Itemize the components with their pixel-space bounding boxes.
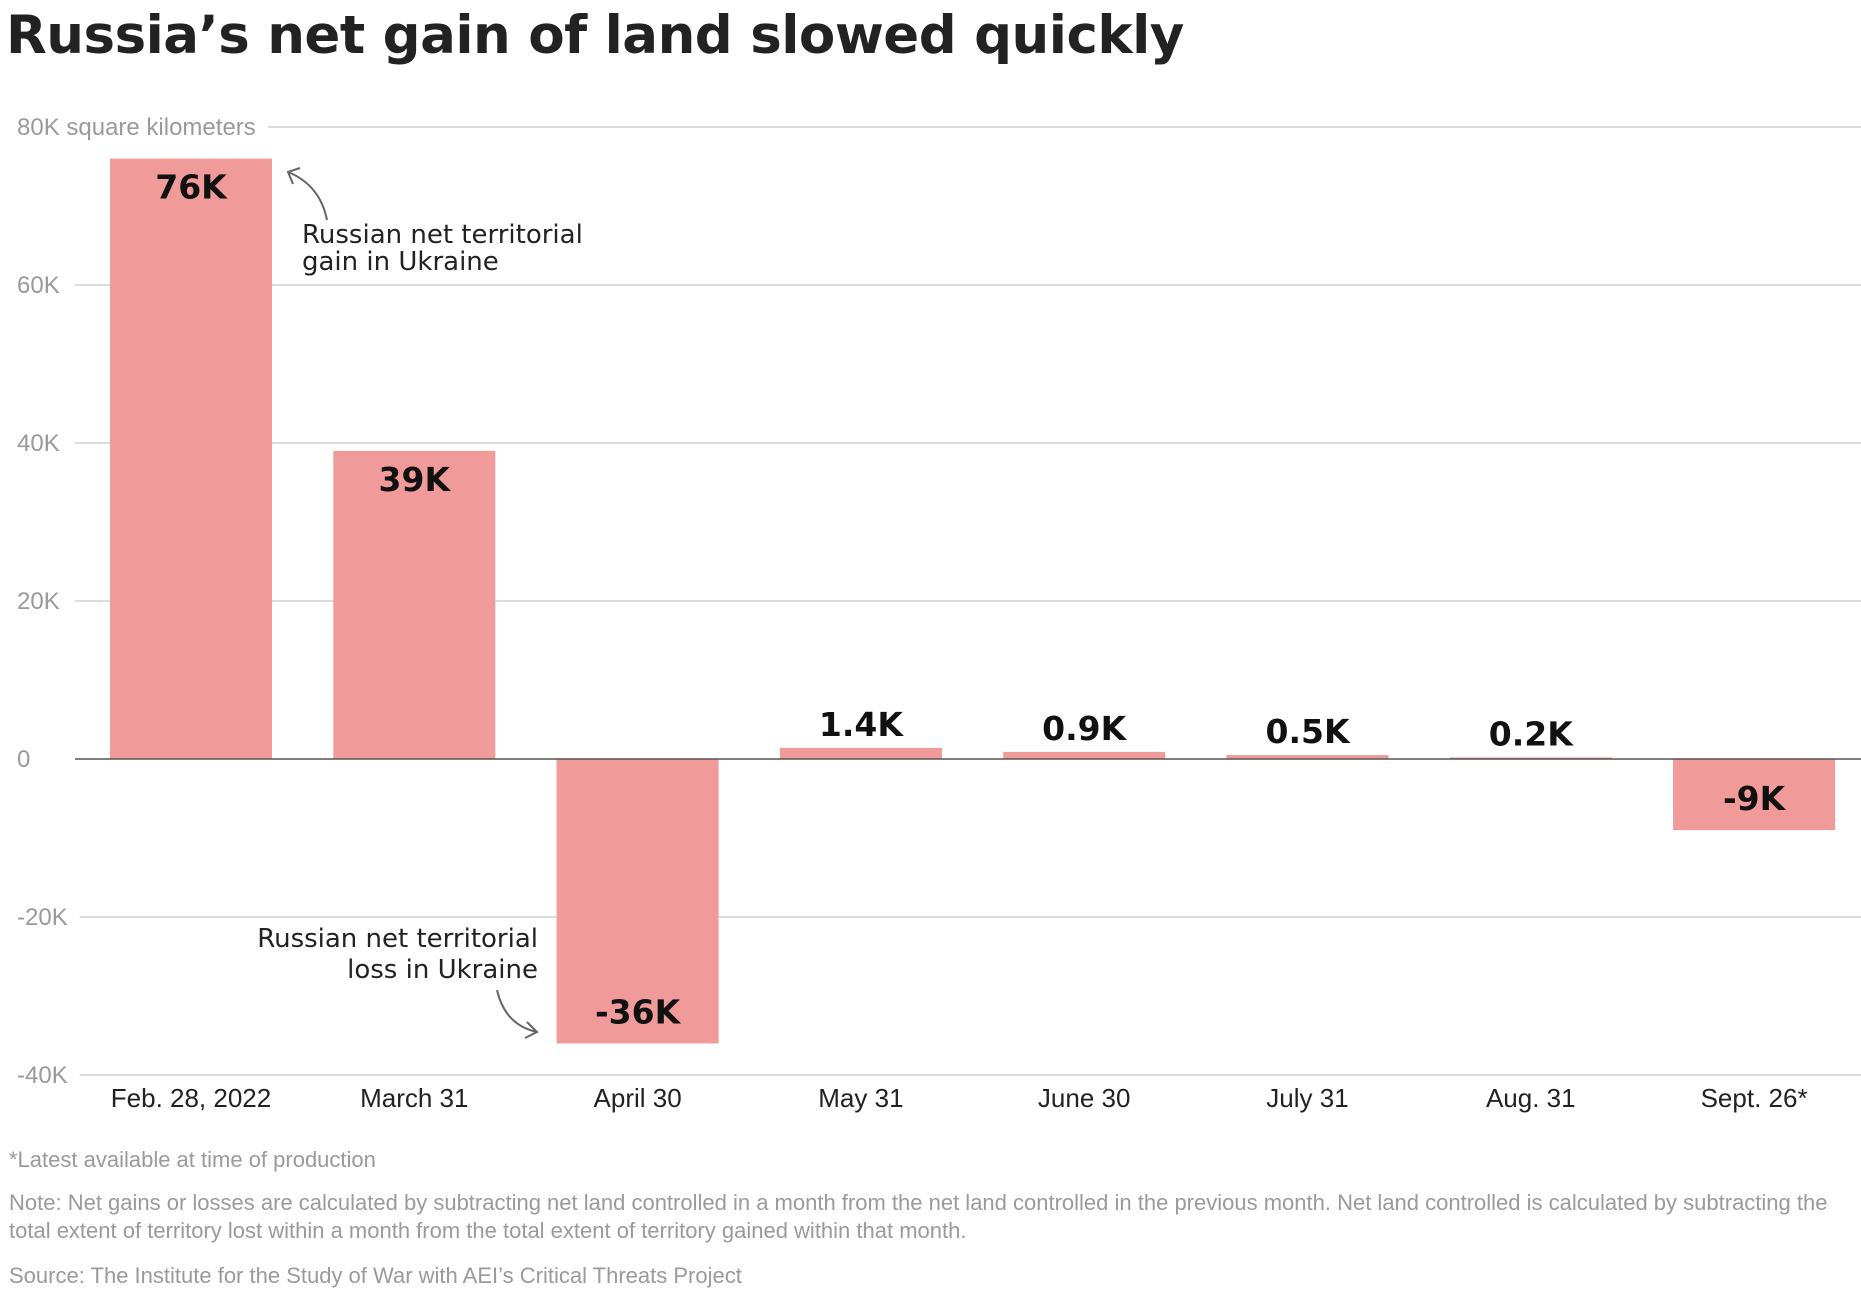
bar [1003,751,1166,759]
footnote-note: Note: Net gains or losses are calculated… [9,1190,1828,1243]
x-tick-label: May 31 [818,1083,903,1113]
x-tick-label: June 30 [1038,1083,1131,1113]
bar-value-label: 0.5K [1265,712,1350,751]
footnote-asterisk: *Latest available at time of production [9,1147,376,1172]
x-tick-label: March 31 [360,1083,468,1113]
bar [779,747,942,759]
x-tick-label: Feb. 28, 2022 [111,1083,271,1113]
x-tick-label: April 30 [594,1083,682,1113]
x-axis-ticks: Feb. 28, 2022 March 31 April 30 May 31 June … [111,1083,1808,1113]
bar-value-label: 39K [379,460,452,499]
y-axis-ticks: 80K square kilometers 60K 40K 20K 0 -20K -40K [17,114,256,1089]
annotation-gain-arrowhead [286,167,301,185]
bar-value-label: 76K [155,168,228,207]
y-tick-label: -40K [17,1062,68,1089]
bar-value-label: 0.9K [1042,709,1127,748]
x-tick-label: Aug. 31 [1486,1083,1576,1113]
chart-title: Russia’s net gain of land slowed quickly [6,5,1184,66]
bar-value-label: 0.2K [1489,714,1574,753]
y-tick-label: -20K [17,904,68,931]
bar [1673,759,1836,831]
annotation-loss-arrow [496,989,538,1033]
annotation-gain-arrow [287,171,328,221]
annotation-gain-line-2: gain in Ukraine [302,247,499,277]
footnote-source: Source: The Institute for the Study of W… [9,1263,742,1288]
bar [333,450,496,759]
bar [556,759,719,1044]
bar [1226,755,1389,759]
annotations: Russian net territorial gain in Ukraine … [257,167,583,1039]
y-tick-label: 60K [17,272,60,299]
data-labels: 76K 39K -36K 1.4K 0.9K 0.5K 0.2K -9K [155,168,1786,1032]
x-tick-label: Sept. 26* [1701,1083,1808,1113]
x-tick-label: July 31 [1266,1083,1348,1113]
bar-value-label: -36K [595,992,682,1031]
annotation-loss-arrowhead [524,1021,539,1039]
y-tick-label: 40K [17,430,60,457]
annotation-loss-line-2: loss in Ukraine [347,955,538,985]
bar-value-label: 1.4K [819,705,904,744]
y-tick-label: 80K square kilometers [17,114,256,141]
annotation-loss-line-1: Russian net territorial [257,924,538,954]
bars [110,158,1836,1044]
bar [110,158,272,760]
bar-chart: 76K 39K -36K 1.4K 0.9K 0.5K 0.2K -9K 80K square… [17,114,1861,1113]
y-tick-label: 20K [17,588,60,615]
bar-value-label: -9K [1723,779,1787,818]
annotation-gain-line-1: Russian net territorial [302,220,583,250]
y-tick-label: 0 [17,746,30,773]
